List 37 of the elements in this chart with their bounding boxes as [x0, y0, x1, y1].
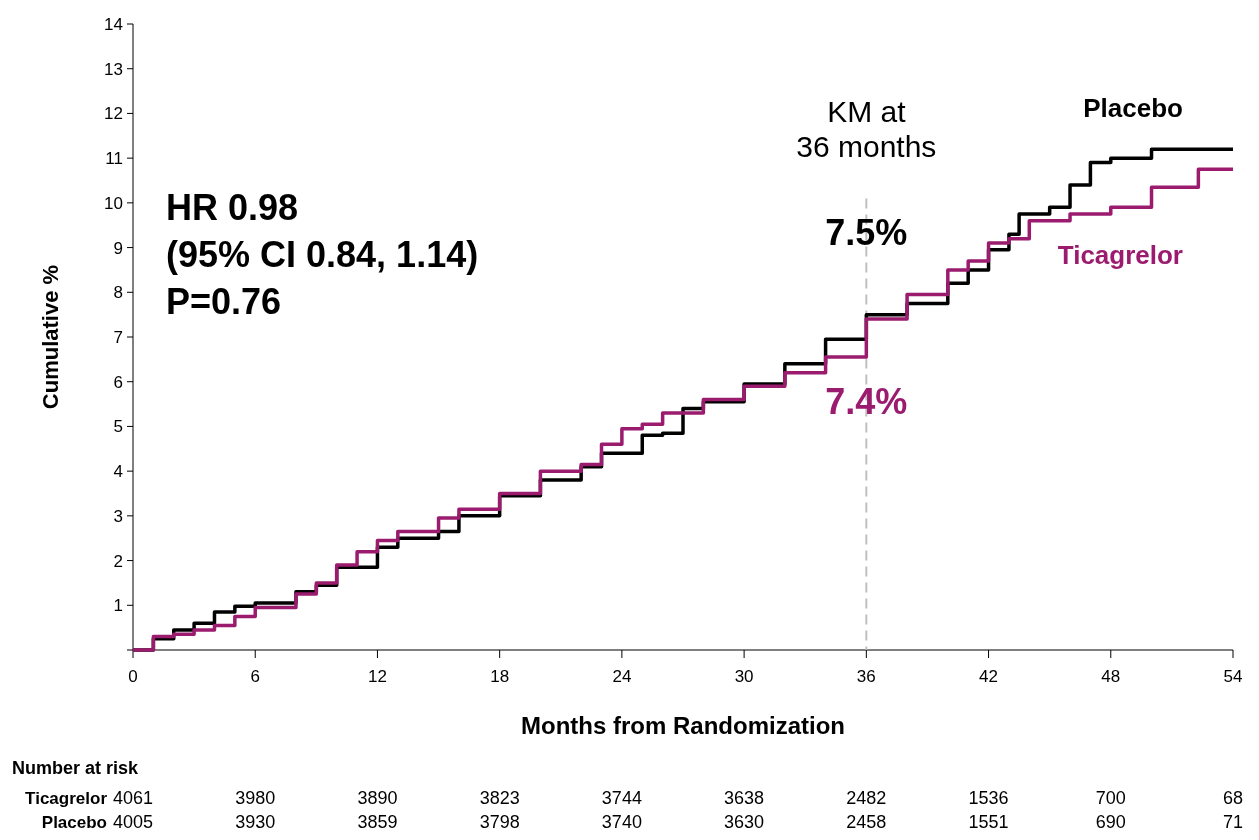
x-tick-label: 0: [128, 667, 138, 686]
y-tick-label: 5: [113, 417, 123, 437]
x-tick-label: 18: [490, 667, 510, 686]
x-tick-label: 6: [250, 667, 260, 686]
series-label: Placebo: [1083, 93, 1183, 124]
y-tick-label: 6: [113, 372, 123, 392]
y-tick-label: 2: [113, 551, 123, 571]
x-tick-label: 48: [1101, 667, 1121, 686]
y-tick-label: 1: [113, 596, 123, 616]
y-tick-label: 7: [113, 327, 123, 347]
y-tick-label: 9: [113, 238, 123, 258]
text: Number at risk: [12, 758, 140, 778]
x-tick-label: 42: [979, 667, 999, 686]
y-axis-title: Cumulative %: [38, 264, 63, 410]
y-tick-label: 3: [113, 506, 123, 526]
text: Placebo 4005 3930 3859 3798 3740 3630 2458 1551 690 71: [41, 812, 1244, 832]
data-label: 7.4%: [825, 381, 908, 423]
x-tick-label: 24: [612, 667, 632, 686]
y-tick-label: 12: [104, 104, 123, 124]
x-tick-label: 54: [1223, 667, 1243, 686]
x-tick-label: 36: [856, 667, 876, 686]
annotation: (95% CI 0.84, 1.14): [166, 234, 479, 275]
y-tick-label: 14: [104, 14, 123, 34]
y-tick-label: 11: [105, 149, 123, 169]
ref-line-label: KM at 36 months: [796, 95, 937, 163]
x-axis-title: Months from Randomization: [521, 712, 845, 739]
y-tick-label: 4: [113, 462, 123, 482]
data-label: 7.5%: [825, 211, 908, 253]
series-label: Ticagrelor: [1057, 240, 1183, 271]
text: Ticagrelor 4061 3980 3890 3823 3744 3638 2482 1536 700 68: [25, 788, 1244, 808]
x-tick-label: 30: [734, 667, 754, 686]
y-tick-label: 8: [113, 283, 123, 303]
y-tick-label: 13: [104, 59, 123, 79]
annotation: HR 0.98: [166, 187, 299, 228]
y-tick-label: 10: [104, 193, 123, 213]
x-tick-label: 12: [367, 667, 387, 686]
annotation: P=0.76: [166, 281, 282, 322]
